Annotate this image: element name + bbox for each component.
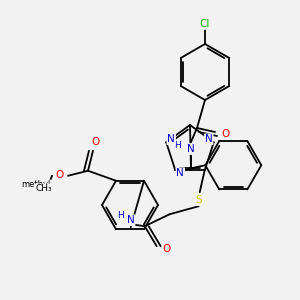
Text: N: N	[127, 215, 135, 225]
Text: N: N	[176, 168, 184, 178]
Text: CH₃: CH₃	[36, 184, 52, 193]
Text: N: N	[187, 144, 195, 154]
Text: O: O	[55, 170, 63, 180]
Text: methyl: methyl	[21, 180, 51, 189]
Text: S: S	[195, 195, 202, 205]
Text: H: H	[174, 142, 181, 151]
Text: O: O	[91, 137, 99, 147]
Text: Cl: Cl	[200, 19, 210, 29]
Text: O: O	[221, 129, 229, 139]
Text: H: H	[117, 211, 124, 220]
Text: N: N	[205, 134, 213, 144]
Text: N: N	[167, 134, 175, 144]
Text: O: O	[163, 244, 171, 254]
